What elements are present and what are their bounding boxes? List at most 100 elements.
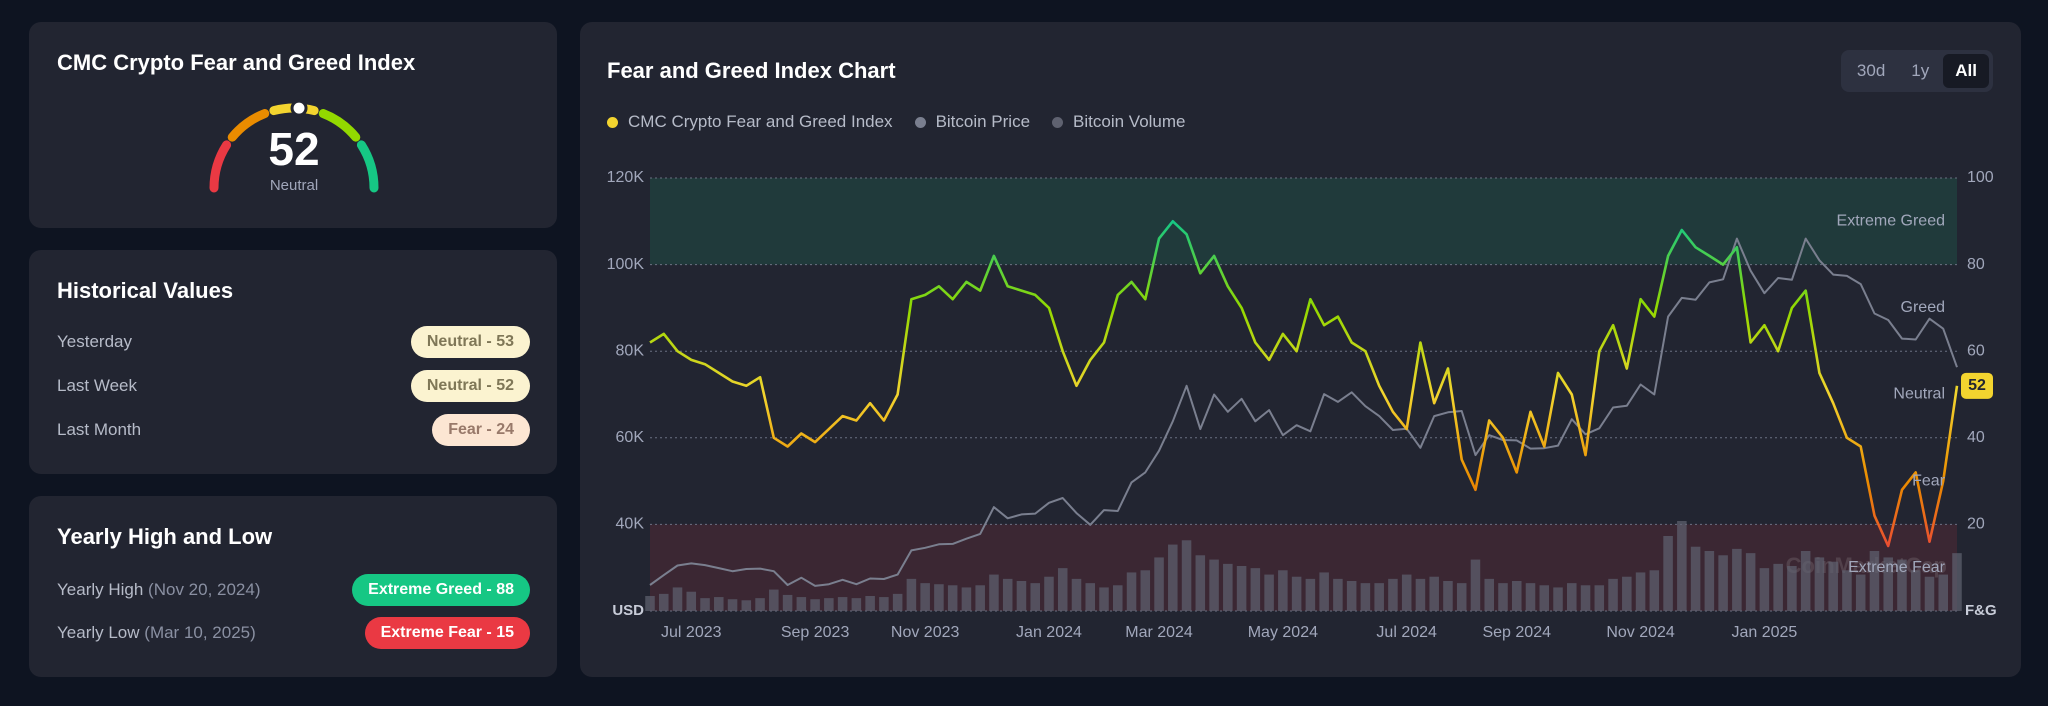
- volume-bar: [1401, 574, 1412, 611]
- volume-bar: [1525, 583, 1536, 611]
- x-tick-label: Jul 2023: [661, 624, 722, 641]
- zone-label: Neutral: [1893, 386, 1945, 403]
- volume-bar: [1622, 576, 1632, 611]
- volume-bar: [1910, 570, 1921, 611]
- legend-label: Bitcoin Volume: [1073, 112, 1186, 131]
- volume-bar: [1470, 559, 1481, 611]
- volume-bar: [1649, 570, 1660, 611]
- x-tick-label: Sep 2023: [781, 624, 850, 641]
- row-label-text: Yearly Low: [57, 623, 140, 642]
- volume-bar: [1855, 574, 1866, 611]
- volume-bar: [1567, 583, 1577, 611]
- current-badge: [1961, 372, 1993, 399]
- volume-bar: [1511, 581, 1522, 611]
- zone-band: [650, 178, 1957, 265]
- volume-bar: [1553, 587, 1563, 611]
- range-button[interactable]: 1y: [1911, 61, 1930, 80]
- volume-bar: [1415, 578, 1426, 611]
- y2-axis-label: F&G: [1965, 602, 1997, 619]
- volume-bar: [1718, 555, 1728, 611]
- series-line: [649, 220, 1959, 548]
- volume-bar: [1842, 570, 1852, 611]
- value-row: Last Month Fear - 24: [57, 414, 530, 446]
- row-label-text: Yearly High: [57, 580, 144, 599]
- volume-bar: [892, 593, 903, 611]
- volume-bar: [1745, 553, 1756, 611]
- gauge-segment: [356, 140, 379, 193]
- gauge-segment: [227, 109, 270, 142]
- volume-bar: [1209, 559, 1219, 611]
- y2-tick-label: 100: [1967, 169, 1994, 186]
- y2-tick-label: 20: [1967, 516, 1985, 533]
- volume-bar: [1952, 553, 1962, 611]
- volume-bar: [1814, 557, 1825, 611]
- volume-bar: [1291, 576, 1302, 611]
- volume-bar: [906, 578, 917, 611]
- volume-bar: [1897, 559, 1907, 611]
- x-tick-label: Nov 2024: [1606, 624, 1675, 641]
- value-row: Yesterday Neutral - 53: [57, 326, 530, 358]
- volume-bar: [796, 597, 807, 611]
- x-tick-label: Jan 2025: [1731, 624, 1797, 641]
- x-tick-label: May 2024: [1248, 624, 1318, 641]
- volume-bar: [1113, 585, 1123, 611]
- row-label: Yearly Low (Mar 10, 2025): [57, 623, 256, 643]
- legend-label: CMC Crypto Fear and Greed Index: [628, 112, 893, 131]
- volume-bar: [1374, 583, 1384, 611]
- volume-bar: [1594, 585, 1605, 611]
- legend-item[interactable]: Bitcoin Volume: [1052, 112, 1186, 132]
- zone-label: Fear: [1912, 472, 1946, 489]
- value-pill: Neutral - 52: [410, 370, 530, 402]
- volume-bar: [1319, 572, 1329, 611]
- volume-bar: [1085, 583, 1096, 611]
- y-tick-label: 60K: [616, 429, 645, 446]
- range-buttons: 30d 1y All: [1840, 50, 1993, 92]
- gauge-indicator: [290, 99, 308, 117]
- volume-bar: [1869, 551, 1880, 611]
- value-row: Yearly Low (Mar 10, 2025) Extreme Fear - …: [57, 617, 530, 649]
- current-badge-label: 52: [1968, 377, 1986, 394]
- legend-swatch: [607, 116, 618, 128]
- chart-title: Fear and Greed Index Chart: [607, 58, 896, 83]
- legend-item[interactable]: Bitcoin Price: [914, 112, 1030, 132]
- row-label: Last Week: [57, 376, 137, 396]
- volume-bar: [1223, 563, 1233, 611]
- y-tick-label: 40K: [616, 516, 645, 533]
- volume-bar: [851, 598, 862, 611]
- volume-bar: [1057, 568, 1068, 611]
- series-line: [649, 237, 1958, 587]
- y-tick-label: 120K: [607, 169, 645, 186]
- y-tick-label: 80K: [616, 342, 645, 359]
- x-tick-label: Sep 2024: [1482, 624, 1551, 641]
- volume-bar: [1773, 563, 1783, 611]
- range-button[interactable]: All: [1943, 54, 1989, 88]
- volume-bar: [1181, 540, 1192, 611]
- volume-bar: [1346, 581, 1357, 611]
- volume-bar: [934, 584, 944, 611]
- gauge-card: CMC Crypto Fear and Greed Index 52 Neutr…: [29, 22, 557, 228]
- legend-item[interactable]: CMC Crypto Fear and Greed Index: [607, 112, 893, 132]
- volume-bar: [1608, 578, 1618, 611]
- volume-bar: [1099, 587, 1109, 611]
- legend-swatch: [1052, 116, 1064, 128]
- gauge-segment: [318, 109, 361, 142]
- volume-bar: [920, 583, 930, 611]
- volume-bar: [755, 598, 765, 611]
- range-button[interactable]: 30d: [1856, 61, 1886, 80]
- volume-bar: [1264, 574, 1274, 611]
- gauge-segment: [209, 140, 232, 193]
- volume-bar: [1429, 576, 1439, 611]
- volume-bar: [1704, 551, 1715, 611]
- volume-bar: [1484, 578, 1494, 611]
- volume-bar: [645, 596, 655, 611]
- volume-bar: [1938, 574, 1949, 611]
- volume-bar: [947, 585, 958, 611]
- volume-bar: [1140, 570, 1151, 611]
- card-title: Historical Values: [57, 278, 234, 303]
- volume-bar: [989, 574, 999, 611]
- y2-tick-label: 80: [1967, 256, 1985, 273]
- card-title: CMC Crypto Fear and Greed Index: [57, 50, 416, 75]
- value-row: Yearly High (Nov 20, 2024) Extreme Greed …: [57, 574, 530, 606]
- volume-bar: [1044, 576, 1054, 611]
- value-row: Last Week Neutral - 52: [57, 370, 530, 402]
